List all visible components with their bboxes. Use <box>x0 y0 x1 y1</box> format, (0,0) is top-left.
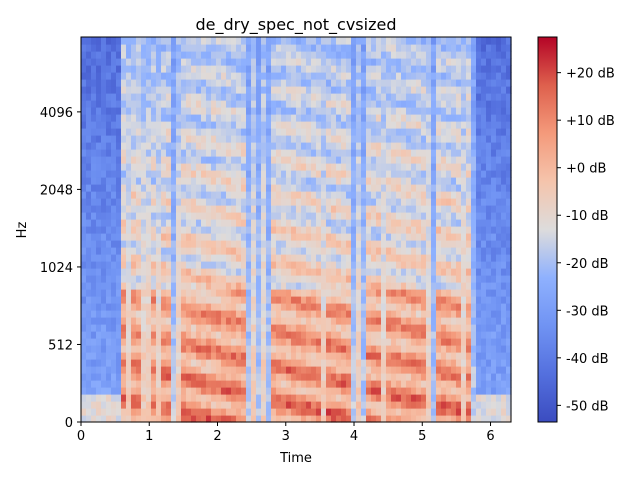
x-tick-label: 3 <box>282 429 290 444</box>
y-tick-label: 4096 <box>40 106 73 121</box>
x-tick-label: 1 <box>145 429 153 444</box>
colorbar-ticks: +20 dB +10 dB +0 dB -10 dB -20 dB -30 dB -40 d… <box>557 67 615 414</box>
x-axis-label: Time <box>279 451 312 466</box>
colorbar-tick-label: -40 dB <box>566 352 609 367</box>
colorbar-tick-label: +10 dB <box>566 114 615 129</box>
x-tick-label: 2 <box>213 429 221 444</box>
x-tick-label: 0 <box>77 429 85 444</box>
y-tick-label: 512 <box>48 338 73 353</box>
colorbar-tick-label: +0 dB <box>566 162 606 177</box>
colorbar-tick-label: -20 dB <box>566 257 609 272</box>
spectrogram-image <box>81 37 512 423</box>
y-tick-label: 0 <box>65 416 73 431</box>
y-tick-label: 1024 <box>40 261 73 276</box>
colorbar-gradient <box>537 36 558 423</box>
x-tick-label: 4 <box>350 429 358 444</box>
y-axis-ticks: 0 512 1024 2048 4096 <box>40 106 81 431</box>
colorbar: +20 dB +10 dB +0 dB -10 dB -20 dB -30 dB -40 d… <box>537 36 615 423</box>
spectrogram-axes: 0 1 2 3 4 5 6 0 512 1024 2048 4096 <box>40 36 512 444</box>
y-tick-label: 2048 <box>40 183 73 198</box>
chart-title: de_dry_spec_not_cvsized <box>196 15 397 35</box>
colorbar-tick-label: +20 dB <box>566 67 615 82</box>
x-axis-ticks: 0 1 2 3 4 5 6 <box>77 422 495 444</box>
x-tick-label: 6 <box>486 429 494 444</box>
colorbar-tick-label: -30 dB <box>566 304 609 319</box>
colorbar-tick-label: -10 dB <box>566 209 609 224</box>
y-axis-label: Hz <box>15 222 30 239</box>
colorbar-tick-label: -50 dB <box>566 399 609 414</box>
x-tick-label: 5 <box>418 429 426 444</box>
plot-frame <box>80 36 512 423</box>
